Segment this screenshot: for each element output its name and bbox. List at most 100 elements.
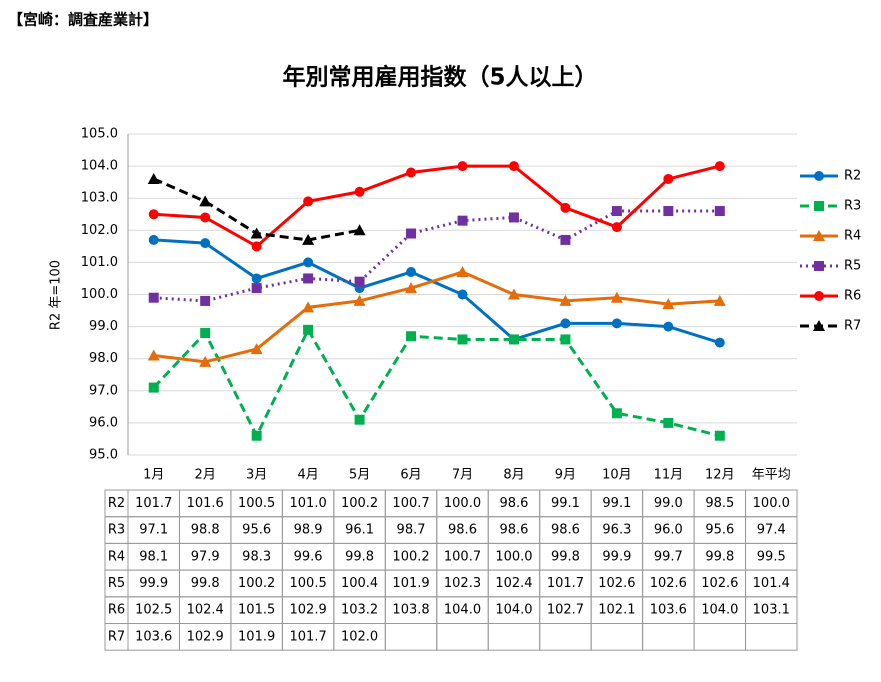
legend-marker [814,291,824,301]
legend-marker [814,201,824,211]
table-value: 101.0 [290,496,327,511]
data-point [250,227,263,239]
table-cell [642,623,695,651]
table-value: 104.0 [701,603,738,618]
table-value: 102.1 [598,603,635,618]
legend-label: R6 [844,289,861,304]
data-point [457,289,468,300]
data-point [354,414,365,425]
data-point [610,291,623,303]
data-point [508,212,519,223]
table-value: 100.2 [392,549,429,564]
data-point [714,430,725,441]
data-point [200,295,211,306]
data-point [250,343,263,355]
series-line [153,270,720,364]
table-value: 101.7 [135,496,172,511]
x-tick-label: 2月 [195,468,216,483]
table-cell [487,623,541,651]
legend-marker [814,171,824,181]
x-tick-label: 11月 [654,468,684,483]
x-tick-label: 1月 [143,468,164,483]
data-point [200,238,211,249]
data-point [353,224,366,236]
data-point [406,267,417,278]
data-point [147,349,160,361]
table-value: 95.6 [242,523,271,538]
table-value: 98.6 [499,496,528,511]
series-line [153,238,721,345]
table-value: 102.9 [290,603,327,618]
table-value: 100.7 [392,496,429,511]
data-point [251,273,262,284]
data-point [611,318,622,329]
table-value: 99.8 [191,576,220,591]
x-tick-label: 9月 [555,468,576,483]
table-value: 96.3 [602,523,631,538]
table-value: 100.5 [238,496,275,511]
data-point [353,294,366,306]
data-point [303,273,314,284]
data-point [199,195,212,207]
data-point [611,206,622,217]
legend-label: R2 [844,169,861,184]
x-tick-label: 8月 [503,468,524,483]
data-point [714,206,725,217]
data-point [457,161,468,172]
table-value: 100.2 [238,576,275,591]
data-point [560,202,571,213]
legend-label: R5 [844,259,861,274]
table-value: 97.4 [757,523,786,538]
table-value: 103.8 [392,603,429,618]
row-label: R4 [108,549,125,564]
legend-label: R3 [844,199,861,214]
data-point [663,206,674,217]
legend-marker [813,320,825,331]
data-point [303,324,314,335]
table-value: 100.7 [444,549,481,564]
data-point [199,355,212,367]
row-label: R5 [108,576,125,591]
data-point [663,321,674,332]
legend-marker [813,230,825,241]
data-point [611,222,622,233]
table-value: 95.6 [705,523,734,538]
y-tick-label: 98.0 [89,351,118,366]
table-value: 99.1 [602,496,631,511]
table-value: 101.9 [392,576,429,591]
table-value: 103.2 [341,603,378,618]
table-value: 99.9 [139,576,168,591]
data-point [302,233,315,245]
data-point [611,408,622,419]
y-tick-label: 100.0 [81,287,118,302]
data-point [148,382,159,393]
table-cell [539,623,592,651]
table-value: 102.5 [135,603,172,618]
data-point [406,331,417,342]
y-tick-label: 102.0 [81,223,118,238]
data-point [663,417,674,428]
data-point [457,334,468,345]
data-point [559,294,572,306]
table-value: 102.9 [187,629,224,644]
table-value: 100.2 [341,496,378,511]
table-value: 102.7 [547,603,584,618]
table-cell [745,623,798,651]
chart-title: 年別常用雇用指数（5人以上） [282,64,597,91]
y-tick-label: 105.0 [81,127,118,142]
data-point [148,209,159,220]
data-point [406,167,417,178]
table-value: 97.9 [191,549,220,564]
y-tick-label: 96.0 [89,415,118,430]
table-value: 99.5 [757,549,786,564]
table-value: 100.0 [753,496,790,511]
data-point [560,334,571,345]
data-point [147,172,160,184]
table-value: 99.0 [654,496,683,511]
table-value: 98.5 [705,496,734,511]
data-point [456,266,469,278]
series-line [153,209,720,303]
table-cell [436,623,489,651]
table-value: 99.1 [551,496,580,511]
data-point [148,234,159,245]
